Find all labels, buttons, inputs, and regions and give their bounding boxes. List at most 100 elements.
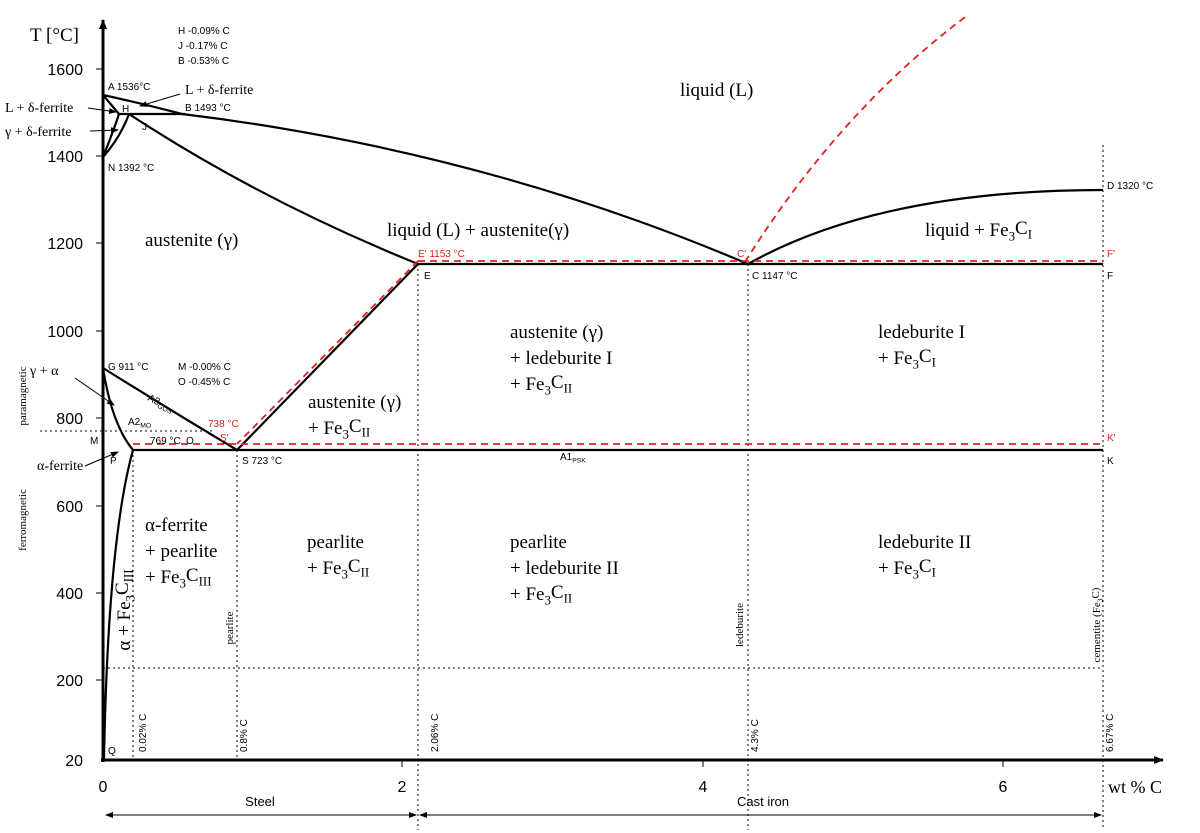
point-label: C'	[737, 249, 746, 260]
x-tick-label: 0	[99, 779, 108, 796]
solvus-pq	[102, 449, 135, 761]
region-label: + Fe3CII	[510, 582, 572, 608]
composition-label: 0.8% C	[239, 719, 250, 752]
alloy-label: cementite (Fe3C)	[1090, 587, 1105, 662]
line-label: A3GOS	[145, 393, 175, 416]
text-part: ledeburite	[734, 603, 746, 647]
point-label: E	[424, 271, 431, 282]
range-label: Steel	[245, 794, 275, 809]
text-part: C)	[1090, 587, 1102, 598]
phase-label: γ + δ-ferrite	[4, 125, 72, 140]
composition-note: J -0.17% C	[178, 41, 227, 52]
text-part: C	[1015, 218, 1028, 239]
point-label: 769 °C	[150, 436, 181, 447]
text-part: A3	[146, 393, 162, 408]
region-label: austenite (γ)	[308, 392, 401, 413]
region-label: liquid (L) + austenite(γ)	[387, 220, 569, 241]
x-tick-label: 6	[999, 779, 1008, 796]
y-tick-label: 600	[56, 499, 83, 516]
alloy-label: pearlite	[224, 611, 236, 644]
subscript: 3	[1009, 229, 1015, 244]
phase-label: L + δ-ferrite	[5, 101, 73, 116]
a3-gs	[102, 367, 238, 451]
text-part: pearlite	[307, 532, 364, 553]
text-part: austenite (γ)	[145, 230, 238, 251]
text-part: pearlite	[510, 532, 567, 553]
region-label: + ledeburite II	[510, 558, 619, 579]
y-axis-title: T [°C]	[30, 25, 79, 46]
composition-label: 0.02% C	[138, 714, 149, 752]
region-label: ledeburite I	[878, 322, 965, 343]
text-part: liquid (L) + austenite(γ)	[387, 220, 569, 241]
point-label: N 1392 °C	[108, 163, 154, 174]
text-part: austenite (γ)	[308, 392, 401, 413]
region-label: + ledeburite I	[510, 348, 613, 369]
region-label: liquid (L)	[680, 80, 753, 101]
composition-note: B -0.53% C	[178, 56, 229, 67]
text-part: C	[112, 582, 133, 595]
leader	[139, 93, 181, 107]
region-label: liquid + Fe3CI	[925, 218, 1032, 244]
subscript: PSK	[572, 457, 586, 464]
point-label: Q	[108, 746, 116, 757]
subscript: 3	[341, 567, 347, 582]
guide-lines	[40, 145, 1104, 830]
y-tick-label: 1000	[47, 324, 83, 341]
text-part: α-ferrite	[145, 515, 208, 536]
text-part: + Fe	[878, 348, 912, 369]
text-part: liquid (L)	[680, 80, 753, 101]
subscript: III	[120, 569, 135, 582]
tick-marks	[96, 68, 1004, 767]
point-label: B 1493 °C	[185, 103, 231, 114]
subscript: II	[362, 424, 371, 439]
point-label: O	[186, 436, 194, 447]
text-part: + Fe	[307, 558, 341, 579]
point-label: K	[1107, 456, 1114, 467]
point-label: K'	[1107, 433, 1116, 444]
point-label: C 1147 °C	[752, 271, 798, 282]
text-part: liquid + Fe	[925, 220, 1009, 241]
composition-note: M -0.00% C	[178, 362, 231, 373]
text-part: C	[186, 565, 199, 586]
subscript: II	[361, 564, 370, 579]
subscript: 3	[544, 593, 550, 608]
region-label: pearlite	[510, 532, 567, 553]
region-label: + Fe3CIII	[145, 565, 212, 591]
point-label: S 723 °C	[242, 456, 282, 467]
region-label: α-ferrite	[145, 515, 208, 536]
text-part: + Fe	[510, 374, 544, 395]
point-label: E' 1153 °C	[418, 249, 465, 260]
magnetism-label: ferromagnetic	[17, 489, 29, 551]
composition-label: 4.3% C	[750, 719, 761, 752]
text-part: C	[551, 582, 564, 603]
range-label: Cast iron	[737, 794, 789, 809]
region-label: + Fe3CII	[510, 372, 572, 398]
phase-label: α-ferrite	[37, 459, 83, 474]
region-label: + Fe3CI	[878, 556, 936, 582]
subscript: 3	[544, 383, 550, 398]
y-tick-label: 400	[56, 586, 83, 603]
region-label: austenite (γ)	[510, 322, 603, 343]
region-label: + Fe3CII	[308, 416, 370, 442]
subscript: III	[199, 573, 212, 588]
text-part: + ledeburite II	[510, 558, 619, 579]
line-label: A2MO	[128, 417, 151, 429]
solidus-je	[128, 113, 419, 266]
liquidus-cd	[747, 188, 1104, 265]
region-label: pearlite	[307, 532, 364, 553]
lines	[40, 14, 1164, 830]
y-tick-label: 200	[56, 673, 83, 690]
text-part: ledeburite II	[878, 532, 971, 553]
region-label: + pearlite	[145, 541, 217, 562]
point-label: J	[142, 122, 147, 133]
subscript: I	[1028, 226, 1032, 241]
y-tick-label: 20	[65, 753, 83, 770]
text-part: C	[919, 346, 932, 367]
y-tick-label: 1600	[47, 62, 83, 79]
composition-label: 2.06% C	[430, 714, 441, 752]
text-part: C	[551, 372, 564, 393]
x-tick-label: 4	[699, 779, 708, 796]
